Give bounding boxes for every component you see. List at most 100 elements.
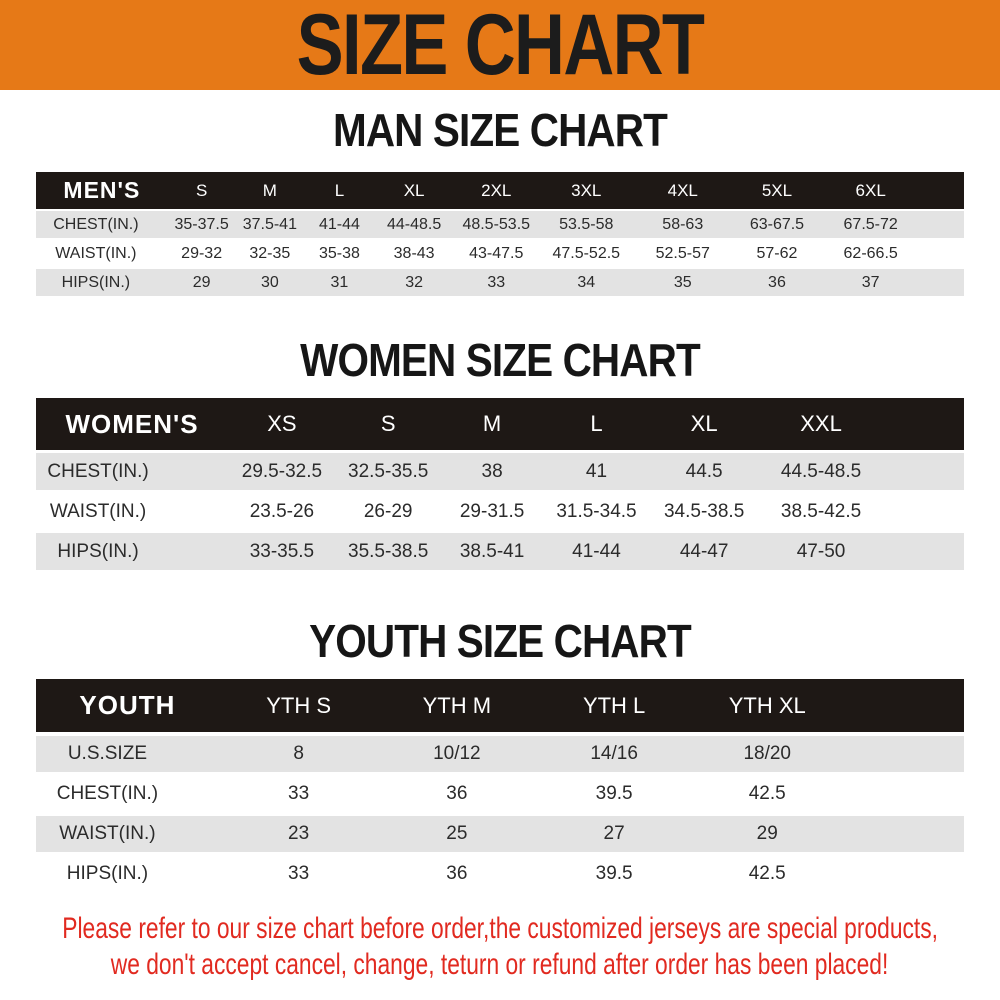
measurement-label: HIPS(IN.) <box>36 269 168 296</box>
table-row: WAIST(IN.) 23 25 27 29 <box>36 816 964 852</box>
disclaimer-line-2: we don't accept cancel, change, teturn o… <box>111 948 889 981</box>
table-row: HIPS(IN.) 29 30 31 32 33 34 35 36 37 <box>36 269 964 296</box>
mens-size-table: MEN'S S M L XL 2XL 3XL 4XL 5XL 6XL CHEST… <box>36 170 964 298</box>
size-column-header: YTH L <box>535 679 693 732</box>
size-column-header: XL <box>374 172 454 209</box>
measurement-label: HIPS(IN.) <box>36 533 229 570</box>
size-value: 29.5-32.5 <box>228 453 336 490</box>
spacer-cell <box>919 240 964 267</box>
table-row: WAIST(IN.) 29-32 32-35 35-38 38-43 43-47… <box>36 240 964 267</box>
table-row: WAIST(IN.) 23.5-26 26-29 29-31.5 31.5-34… <box>36 493 964 530</box>
size-value: 41 <box>543 453 650 490</box>
size-value: 38-43 <box>374 240 454 267</box>
men-corner-label: MEN'S <box>36 172 168 209</box>
size-value: 42.5 <box>693 856 842 892</box>
spacer-cell <box>841 856 964 892</box>
size-value: 30 <box>235 269 305 296</box>
disclaimer-line-1: Please refer to our size chart before or… <box>62 912 938 945</box>
size-column-header: 6XL <box>821 172 920 209</box>
size-value: 18/20 <box>693 736 842 772</box>
size-value: 41-44 <box>304 211 375 238</box>
size-value: 39.5 <box>535 776 693 812</box>
size-value: 27 <box>535 816 693 852</box>
size-column-header: 2XL <box>453 172 539 209</box>
size-column-header: M <box>440 398 544 450</box>
size-value: 48.5-53.5 <box>453 211 539 238</box>
measurement-label: WAIST(IN.) <box>36 493 229 530</box>
measurement-label: CHEST(IN.) <box>36 211 168 238</box>
banner-title: SIZE CHART <box>296 0 705 93</box>
size-value: 29-31.5 <box>440 493 544 530</box>
size-value: 44.5-48.5 <box>758 453 884 490</box>
size-value: 37.5-41 <box>235 211 305 238</box>
size-column-header: M <box>235 172 305 209</box>
size-value: 52.5-57 <box>633 240 732 267</box>
size-column-header: XL <box>649 398 759 450</box>
table-row: CHEST(IN.) 35-37.5 37.5-41 41-44 44-48.5… <box>36 211 964 238</box>
size-value: 35 <box>633 269 732 296</box>
size-value: 32.5-35.5 <box>335 453 441 490</box>
size-value: 57-62 <box>731 240 822 267</box>
measurement-label: HIPS(IN.) <box>36 856 219 892</box>
men-section-heading: MAN SIZE CHART <box>332 104 668 156</box>
spacer-cell <box>841 816 964 852</box>
size-value: 8 <box>218 736 379 772</box>
header-spacer-cell <box>883 398 964 450</box>
table-row: U.S.SIZE 8 10/12 14/16 18/20 <box>36 736 964 772</box>
size-value: 47.5-52.5 <box>538 240 634 267</box>
spacer-cell <box>841 736 964 772</box>
size-value: 32 <box>374 269 454 296</box>
size-value: 44-48.5 <box>374 211 454 238</box>
table-row: CHEST(IN.) 29.5-32.5 32.5-35.5 38 41 44.… <box>36 453 964 490</box>
measurement-label: WAIST(IN.) <box>36 240 168 267</box>
size-value: 62-66.5 <box>821 240 920 267</box>
youth-size-table: YOUTH YTH S YTH M YTH L YTH XL U.S.SIZE … <box>36 675 964 896</box>
header-spacer-cell <box>919 172 964 209</box>
youth-corner-label: YOUTH <box>36 679 219 732</box>
size-value: 43-47.5 <box>453 240 539 267</box>
size-value: 23 <box>218 816 379 852</box>
size-column-header: XXL <box>758 398 884 450</box>
size-column-header: S <box>167 172 236 209</box>
size-value: 31.5-34.5 <box>543 493 650 530</box>
size-column-header: L <box>304 172 375 209</box>
size-value: 36 <box>378 776 536 812</box>
measurement-label: CHEST(IN.) <box>36 776 219 812</box>
table-header-row: WOMEN'S XS S M L XL XXL <box>36 398 964 450</box>
spacer-cell <box>919 211 964 238</box>
measurement-label: WAIST(IN.) <box>36 816 219 852</box>
size-value: 38.5-41 <box>440 533 544 570</box>
measurement-label: CHEST(IN.) <box>36 453 229 490</box>
size-value: 36 <box>378 856 536 892</box>
spacer-cell <box>841 776 964 812</box>
size-value: 26-29 <box>335 493 441 530</box>
size-column-header: YTH S <box>218 679 379 732</box>
size-value: 31 <box>304 269 375 296</box>
size-value: 53.5-58 <box>538 211 634 238</box>
size-value: 36 <box>731 269 822 296</box>
spacer-cell <box>883 453 964 490</box>
disclaimer-text: Please refer to our size chart before or… <box>0 911 1000 983</box>
size-column-header: 3XL <box>538 172 634 209</box>
spacer-cell <box>883 493 964 530</box>
size-value: 67.5-72 <box>821 211 920 238</box>
women-section-heading: WOMEN SIZE CHART <box>300 334 701 386</box>
size-value: 63-67.5 <box>731 211 822 238</box>
size-value: 44.5 <box>649 453 759 490</box>
size-value: 42.5 <box>693 776 842 812</box>
youth-section-heading: YOUTH SIZE CHART <box>309 615 692 667</box>
measurement-label: U.S.SIZE <box>36 736 219 772</box>
size-value: 38.5-42.5 <box>758 493 884 530</box>
womens-size-table: WOMEN'S XS S M L XL XXL CHEST(IN.) 29.5-… <box>36 395 964 573</box>
size-value: 33 <box>218 776 379 812</box>
size-value: 35.5-38.5 <box>335 533 441 570</box>
size-value: 38 <box>440 453 544 490</box>
size-value: 33 <box>218 856 379 892</box>
table-header-row: YOUTH YTH S YTH M YTH L YTH XL <box>36 679 964 732</box>
size-value: 14/16 <box>535 736 693 772</box>
size-value: 10/12 <box>378 736 536 772</box>
table-row: CHEST(IN.) 33 36 39.5 42.5 <box>36 776 964 812</box>
spacer-cell <box>883 533 964 570</box>
table-row: HIPS(IN.) 33-35.5 35.5-38.5 38.5-41 41-4… <box>36 533 964 570</box>
size-column-header: S <box>335 398 441 450</box>
